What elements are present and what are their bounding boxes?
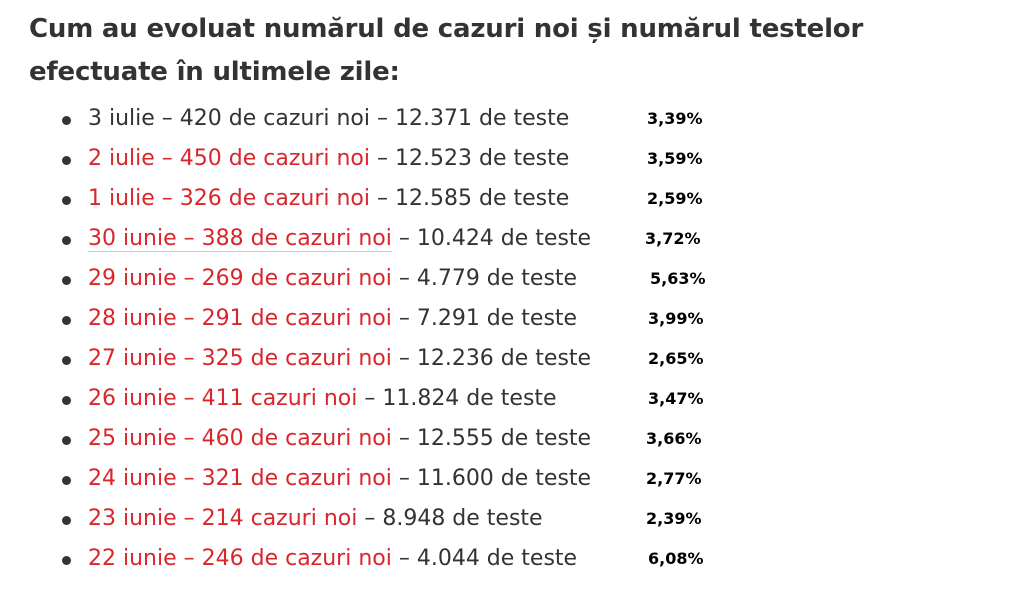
bullet-icon [62,436,71,445]
entry-tests: – 8.948 de teste [357,506,543,531]
positivity-percent: 3,72% [645,229,701,248]
entry-link[interactable]: 25 iunie – 460 de cazuri noi [88,426,392,451]
positivity-percent: 2,39% [646,509,702,528]
entry-text: 27 iunie – 325 de cazuri noi – 12.236 de… [88,343,591,375]
list-item-2-iulie: 2 iulie – 450 de cazuri noi – 12.523 de … [0,140,1021,180]
entry-tests: – 10.424 de teste [391,226,592,251]
list-item-29-iunie: 29 iunie – 269 de cazuri noi – 4.779 de … [0,260,1021,300]
list-item-23-iunie: 23 iunie – 214 cazuri noi – 8.948 de tes… [0,500,1021,540]
list-item-1-iulie: 1 iulie – 326 de cazuri noi – 12.585 de … [0,180,1021,220]
bullet-icon [62,156,71,165]
entry-text: 28 iunie – 291 de cazuri noi – 7.291 de … [88,303,577,335]
entry-tests: – 11.600 de teste [391,466,592,491]
entry-tests: – 12.236 de teste [391,346,592,371]
positivity-percent: 2,65% [648,349,704,368]
entry-link[interactable]: 1 iulie – 326 de cazuri noi [88,186,371,211]
entry-link[interactable]: 2 iulie – 450 de cazuri noi [88,146,371,171]
entry-link[interactable]: 23 iunie – 214 cazuri noi [88,506,358,531]
entry-link[interactable]: 26 iunie – 411 cazuri noi [88,386,358,411]
entry-text: 29 iunie – 269 de cazuri noi – 4.779 de … [88,263,577,295]
list-item-27-iunie: 27 iunie – 325 de cazuri noi – 12.236 de… [0,340,1021,380]
entry-tests: – 7.291 de teste [391,306,578,331]
list-item-3-iulie: 3 iulie – 420 de cazuri noi – 12.371 de … [0,100,1021,140]
bullet-icon [62,196,71,205]
bullet-icon [62,516,71,525]
entry-text: 2 iulie – 450 de cazuri noi – 12.523 de … [88,143,569,175]
bullet-icon [62,396,71,405]
entry-tests: – 4.044 de teste [391,546,578,571]
entry-tests: – 12.555 de teste [391,426,592,451]
entry-link[interactable]: 29 iunie – 269 de cazuri noi [88,266,392,291]
bullet-icon [62,316,71,325]
entry-tests: – 4.779 de teste [391,266,578,291]
list-item-25-iunie: 25 iunie – 460 de cazuri noi – 12.555 de… [0,420,1021,460]
entry-tests: – 12.371 de teste [370,106,570,131]
cases-tests-list: 3 iulie – 420 de cazuri noi – 12.371 de … [0,100,1021,580]
list-item-22-iunie: 22 iunie – 246 de cazuri noi – 4.044 de … [0,540,1021,580]
entry-text: 25 iunie – 460 de cazuri noi – 12.555 de… [88,423,591,455]
entry-text: 24 iunie – 321 de cazuri noi – 11.600 de… [88,463,591,495]
list-item-30-iunie: 30 iunie – 388 de cazuri noi – 10.424 de… [0,220,1021,260]
entry-text: 30 iunie – 388 de cazuri noi – 10.424 de… [88,223,591,255]
bullet-icon [62,116,71,125]
positivity-percent: 3,99% [648,309,704,328]
entry-link[interactable]: 22 iunie – 246 de cazuri noi [88,546,392,571]
bullet-icon [62,236,71,245]
list-item-24-iunie: 24 iunie – 321 de cazuri noi – 11.600 de… [0,460,1021,500]
entry-tests: – 11.824 de teste [357,386,557,411]
entry-text: 3 iulie – 420 de cazuri noi – 12.371 de … [88,103,569,135]
bullet-icon [62,356,71,365]
positivity-percent: 2,59% [647,189,703,208]
positivity-percent: 6,08% [648,549,704,568]
article-heading: Cum au evoluat numărul de cazuri noi și … [29,14,864,87]
entry-link[interactable]: 24 iunie – 321 de cazuri noi [88,466,392,491]
list-item-28-iunie: 28 iunie – 291 de cazuri noi – 7.291 de … [0,300,1021,340]
entry-text: 22 iunie – 246 de cazuri noi – 4.044 de … [88,543,577,575]
entry-link[interactable]: 27 iunie – 325 de cazuri noi [88,346,392,371]
positivity-percent: 3,39% [647,109,703,128]
entry-link[interactable]: 30 iunie – 388 de cazuri noi [88,226,392,252]
list-item-26-iunie: 26 iunie – 411 cazuri noi – 11.824 de te… [0,380,1021,420]
entry-tests: – 12.585 de teste [370,186,570,211]
bullet-icon [62,276,71,285]
entry-text: 23 iunie – 214 cazuri noi – 8.948 de tes… [88,503,543,535]
positivity-percent: 2,77% [646,469,702,488]
positivity-percent: 3,59% [647,149,703,168]
entry-text: 1 iulie – 326 de cazuri noi – 12.585 de … [88,183,569,215]
positivity-percent: 3,66% [646,429,702,448]
entry-text: 26 iunie – 411 cazuri noi – 11.824 de te… [88,383,557,415]
entry-link[interactable]: 28 iunie – 291 de cazuri noi [88,306,392,331]
entry-tests: – 12.523 de teste [370,146,570,171]
positivity-percent: 3,47% [648,389,704,408]
bullet-icon [62,476,71,485]
positivity-percent: 5,63% [650,269,706,288]
bullet-icon [62,556,71,565]
entry-date-cases: 3 iulie – 420 de cazuri noi [88,106,371,131]
